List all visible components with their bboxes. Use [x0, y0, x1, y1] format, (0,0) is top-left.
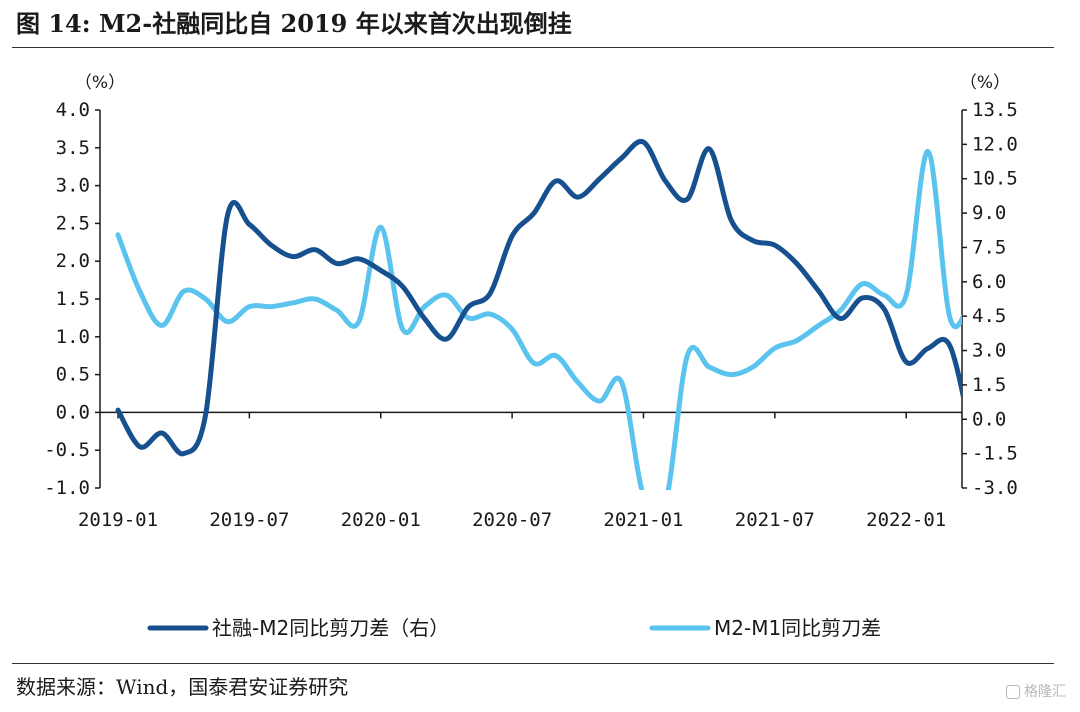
right-tick-label: 4.5 [972, 305, 1006, 327]
left-tick-label: 2.0 [56, 250, 90, 272]
right-tick-label: 1.5 [972, 374, 1006, 396]
right-tick-label: -3.0 [972, 477, 1018, 499]
right-tick-label: 12.0 [972, 133, 1018, 155]
right-tick-label: 9.0 [972, 202, 1006, 224]
left-tick-label: 3.5 [56, 137, 90, 159]
footer-divider [12, 663, 1054, 664]
right-tick-label: 0.0 [972, 408, 1006, 430]
x-tick-label: 2020-07 [472, 509, 552, 531]
axes: 4.0 3.5 3.0 2.5 2.0 1.5 1.0 0.5 0.0 -0.5 -1.0 13.5 1… [44, 73, 1018, 531]
right-tick-label: -1.5 [972, 443, 1018, 465]
legend-label: 社融-M2同比剪刀差（右） [212, 616, 449, 640]
left-tick-label: 3.0 [56, 175, 90, 197]
left-tick-label: -1.0 [44, 477, 90, 499]
watermark: 格隆汇 [1006, 682, 1066, 702]
x-tick-label: 2019-01 [78, 509, 158, 531]
right-tick-label: 10.5 [972, 168, 1018, 190]
legend-label: M2-M1同比剪刀差 [714, 616, 881, 640]
left-tick-label: 1.0 [56, 326, 90, 348]
series-lines [115, 139, 962, 490]
right-tick-label: 3.0 [972, 340, 1006, 362]
x-tick-label: 2022-01 [866, 509, 946, 531]
left-tick-label: 4.0 [56, 99, 90, 121]
series-line-m2-m1 [115, 149, 962, 490]
right-tick-label: 13.5 [972, 99, 1018, 121]
x-tick-label: 2021-01 [603, 509, 683, 531]
left-tick-label: 2.5 [56, 212, 90, 234]
dual-axis-line-chart: 4.0 3.5 3.0 2.5 2.0 1.5 1.0 0.5 0.0 -0.5 -1.0 13.5 1… [44, 73, 1018, 640]
watermark-logo-icon [1006, 685, 1020, 699]
left-tick-label: 0.5 [56, 364, 90, 386]
watermark-text: 格隆汇 [1024, 684, 1066, 700]
chart-title: 图 14: M2-社融同比自 2019 年以来首次出现倒挂 [16, 9, 572, 38]
x-tick-label: 2020-01 [341, 509, 421, 531]
right-tick-label: 7.5 [972, 236, 1006, 258]
x-tick-label: 2021-07 [735, 509, 815, 531]
right-axis-unit: （%） [960, 73, 1010, 93]
left-tick-label: 1.5 [56, 288, 90, 310]
x-tick-label: 2019-07 [209, 509, 289, 531]
right-tick-label: 6.0 [972, 271, 1006, 293]
source-note: 数据来源：Wind，国泰君安证券研究 [16, 675, 349, 699]
title-divider [12, 47, 1054, 48]
legend: 社融-M2同比剪刀差（右） M2-M1同比剪刀差 [147, 616, 881, 640]
left-axis-unit: （%） [75, 73, 125, 93]
series-line-tsf-m2 [115, 139, 962, 457]
left-tick-label: 0.0 [56, 401, 90, 423]
left-tick-label: -0.5 [44, 439, 90, 461]
